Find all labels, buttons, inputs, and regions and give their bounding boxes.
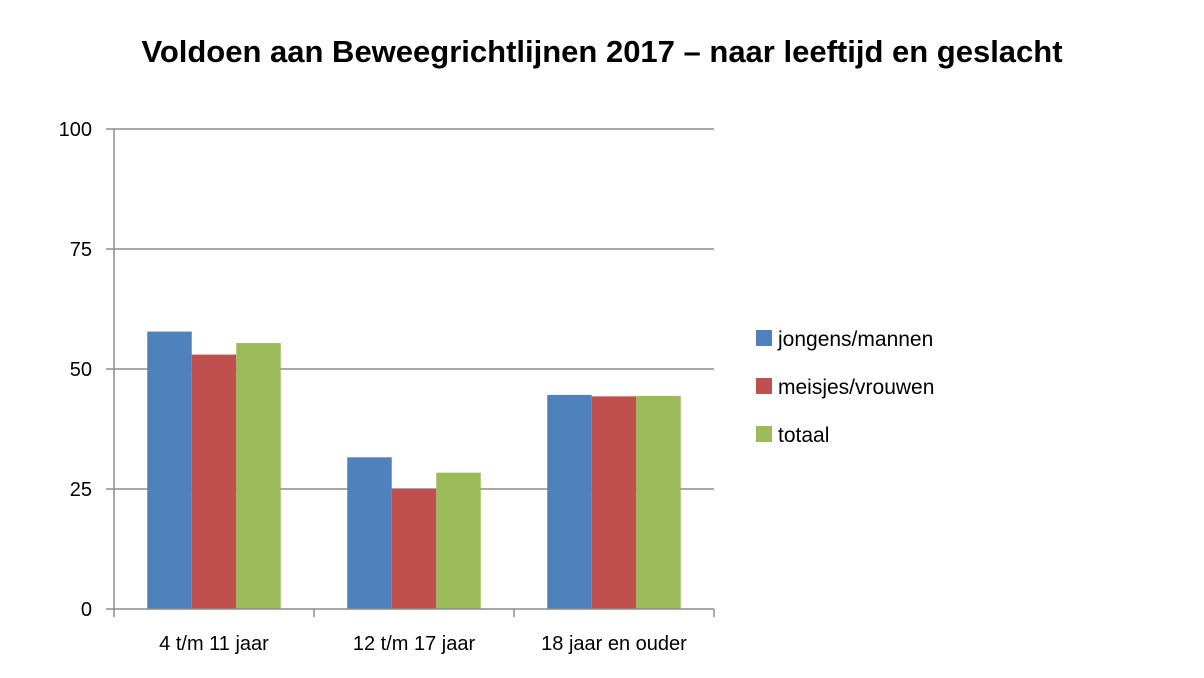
x-category-labels: 4 t/m 11 jaar 12 t/m 17 jaar 18 jaar en ou… <box>159 633 687 655</box>
bars <box>147 331 681 609</box>
y-tick-label: 0 <box>81 599 92 621</box>
bar-totaal-2 <box>436 472 481 609</box>
y-tick-label: 25 <box>70 479 92 501</box>
legend-swatch-1 <box>756 330 772 346</box>
legend-label: jongens/mannen <box>777 328 933 351</box>
legend-label: meisjes/vrouwen <box>778 376 934 399</box>
chart-title: Voldoen aan Beweegrichtlijnen 2017 – naa… <box>141 34 1062 69</box>
y-tick-label: 75 <box>70 239 92 261</box>
bar-totaal-1 <box>236 343 281 609</box>
y-tick-label: 100 <box>59 119 92 141</box>
bar-meisjes-vrouwen-3 <box>591 396 637 609</box>
legend-swatch-2 <box>756 378 772 394</box>
y-tick-label: 50 <box>70 359 92 381</box>
bar-meisjes-vrouwen-1 <box>191 354 237 609</box>
bar-totaal-3 <box>636 395 681 609</box>
x-category-label: 18 jaar en ouder <box>541 633 687 655</box>
bar-jongens-mannen-2 <box>347 457 392 609</box>
y-tick-labels: 0 25 50 75 100 <box>59 119 92 621</box>
legend: jongens/mannen meisjes/vrouwen totaal <box>756 328 934 447</box>
bar-meisjes-vrouwen-2 <box>391 489 437 609</box>
x-category-label: 12 t/m 17 jaar <box>353 633 476 655</box>
bar-jongens-mannen-1 <box>147 331 192 609</box>
legend-swatch-3 <box>756 426 772 442</box>
bar-jongens-mannen-3 <box>547 394 592 609</box>
x-category-label: 4 t/m 11 jaar <box>159 633 269 655</box>
axes <box>106 128 715 617</box>
legend-label: totaal <box>778 424 829 447</box>
